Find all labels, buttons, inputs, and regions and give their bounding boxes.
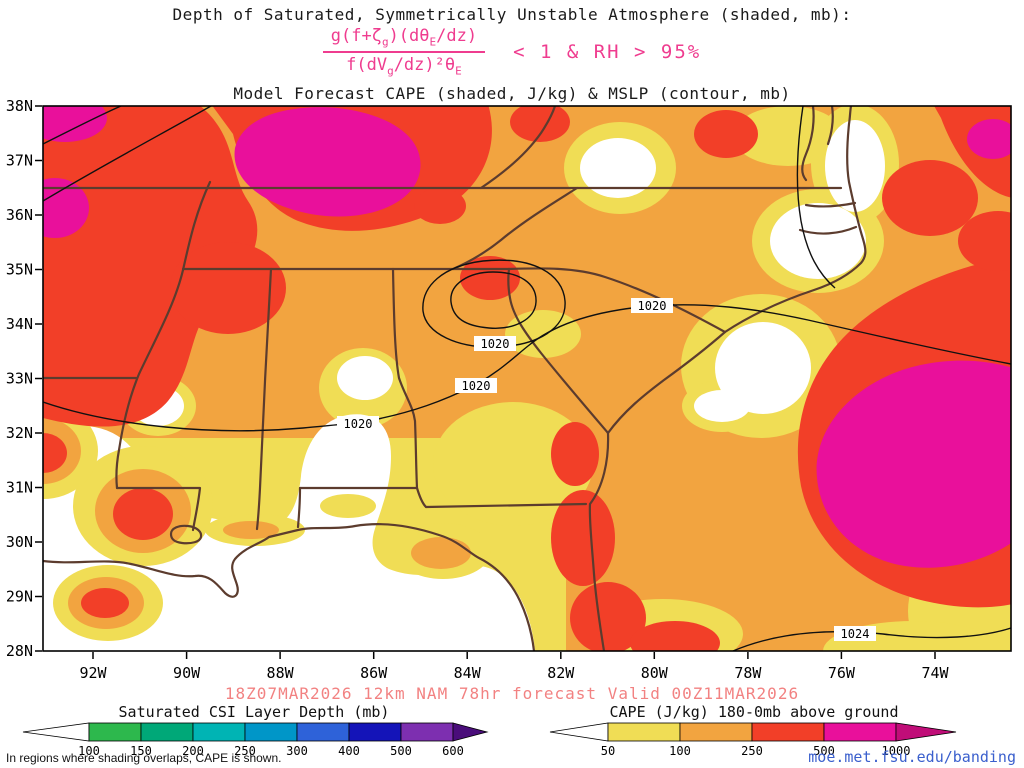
lon-label: 78W [734, 664, 762, 682]
csi-tick: 300 [286, 744, 308, 758]
map-subtitle: Model Forecast CAPE (shaded, J/kg) & MSL… [233, 84, 791, 103]
lon-label: 80W [641, 664, 669, 682]
csi-legend: Saturated CSI Layer Depth (mb) 100 150 2… [16, 703, 492, 762]
forecast-valid-line: 18Z07MAR2026 12km NAM 78hr forecast Vali… [224, 684, 800, 703]
state-borders [43, 106, 867, 651]
lon-label: 76W [828, 664, 856, 682]
lat-label: 35N [6, 261, 33, 279]
lat-label: 36N [6, 206, 33, 224]
contour-label: 1024 [841, 627, 870, 641]
lon-label: 74W [921, 664, 949, 682]
contour-label: 1020 [481, 337, 510, 351]
lat-label: 30N [6, 533, 33, 551]
csi-tick: 400 [338, 744, 360, 758]
cape-tick: 500 [813, 744, 835, 758]
csi-legend-title: Saturated CSI Layer Depth (mb) [118, 703, 390, 721]
csi-tick: 150 [130, 744, 152, 758]
lat-label: 29N [6, 588, 33, 606]
cape-colorbar: 50 100 250 500 1000 [549, 722, 957, 758]
cape-tick: 1000 [882, 744, 911, 758]
lat-label: 33N [6, 370, 33, 388]
csi-tick: 600 [442, 744, 464, 758]
cape-shading [43, 106, 1011, 651]
cape-tick: 100 [669, 744, 691, 758]
csi-tick: 100 [78, 744, 100, 758]
formula-numerator: g(f+ζg)(dθE/dz) [322, 26, 486, 53]
lat-axis: 38N 37N 36N 35N 34N 33N 32N 31N 30N 29N … [6, 100, 42, 660]
lon-axis: 92W 90W 88W 86W 84W 82W 80W 78W 76W 74W [79, 652, 950, 682]
csi-formula: g(f+ζg)(dθE/dz) f(dVg/dz)²θE < 1 & RH > … [0, 26, 1024, 77]
lon-label: 84W [454, 664, 482, 682]
page-title: Depth of Saturated, Symmetrically Unstab… [172, 5, 852, 24]
cape-legend: CAPE (J/kg) 180-0mb above ground 50 100 … [544, 703, 964, 762]
forecast-map: 1020 1020 1020 1020 1024 38N [6, 100, 1012, 682]
contour-label: 1020 [462, 379, 491, 393]
lon-label: 88W [267, 664, 295, 682]
source-url-link[interactable]: moe.met.fsu.edu/banding [808, 748, 1016, 766]
formula-denominator: f(dVg/dz)²θE [346, 54, 462, 77]
lat-label: 32N [6, 424, 33, 442]
lon-label: 92W [79, 664, 107, 682]
lon-label: 82W [547, 664, 575, 682]
lon-label: 90W [173, 664, 201, 682]
map-frame [42, 105, 1012, 652]
lat-label: 31N [6, 479, 33, 497]
formula-fraction: g(f+ζg)(dθE/dz) f(dVg/dz)²θE [322, 26, 486, 77]
cape-tick: 50 [601, 744, 615, 758]
csi-tick: 200 [182, 744, 204, 758]
lat-label: 34N [6, 315, 33, 333]
lat-label: 37N [6, 152, 33, 170]
cape-tick: 250 [741, 744, 763, 758]
cape-magenta-regions [43, 106, 1011, 568]
lat-label: 28N [6, 642, 33, 660]
cape-legend-title: CAPE (J/kg) 180-0mb above ground [609, 703, 899, 721]
lon-label: 86W [360, 664, 388, 682]
overlap-note: In regions where shading overlaps, CAPE … [6, 751, 282, 765]
mslp-contours [43, 106, 1011, 651]
csi-tick: 250 [234, 744, 256, 758]
contour-labels: 1020 1020 1020 1020 1024 [337, 298, 876, 641]
contour-label: 1020 [638, 299, 667, 313]
contour-label: 1020 [344, 417, 373, 431]
formula-condition: < 1 & RH > 95% [513, 40, 702, 63]
csi-tick: 500 [390, 744, 412, 758]
csi-colorbar: 100 150 200 250 300 400 500 600 [22, 722, 489, 758]
lat-label: 38N [6, 100, 33, 115]
